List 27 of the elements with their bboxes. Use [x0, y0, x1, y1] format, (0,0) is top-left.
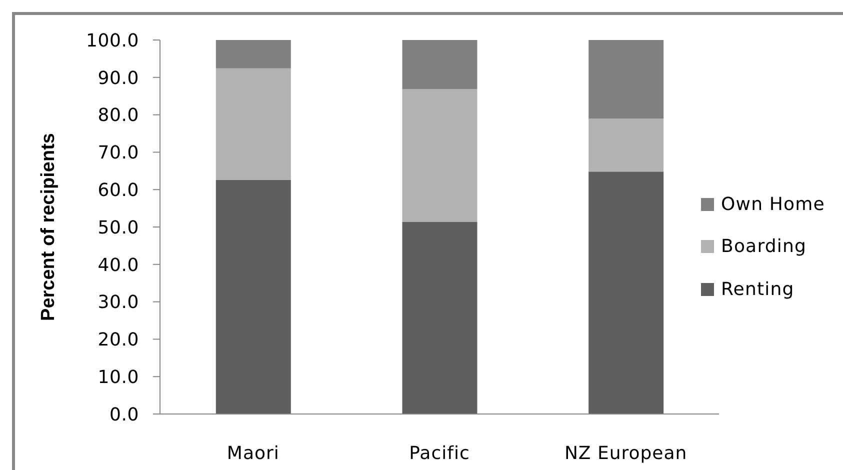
y-tick-label: 40.0: [98, 254, 139, 276]
x-tick-label: Pacific: [409, 442, 470, 464]
y-tick-label: 80.0: [98, 105, 139, 126]
legend-label: Own Home: [721, 194, 825, 215]
y-tick-label: 20.0: [98, 330, 139, 351]
bar: [216, 68, 291, 180]
bar: [216, 40, 291, 68]
x-tick-label: Maori: [226, 442, 280, 464]
legend-label: Boarding: [721, 236, 807, 258]
legend-label: Renting: [721, 278, 794, 300]
y-tick-label: 70.0: [98, 142, 139, 164]
bar: [402, 222, 478, 414]
y-tick-label: 90.0: [98, 68, 139, 89]
bar: [588, 40, 664, 119]
y-tick-label: 60.0: [98, 180, 139, 201]
y-tick-label: 30.0: [98, 292, 139, 314]
y-tick-label: 0.0: [109, 404, 139, 426]
y-tick-label: 10.0: [98, 366, 139, 388]
y-tick-label: 50.0: [98, 217, 139, 238]
bar: [216, 180, 291, 414]
y-tick-label: 100.0: [86, 30, 139, 52]
y-axis-title: Percent of recipients: [38, 133, 58, 321]
bar: [588, 118, 664, 172]
bar: [588, 172, 664, 414]
bar: [402, 40, 478, 89]
bar: [402, 88, 478, 222]
x-tick-label: NZ European: [564, 442, 688, 464]
